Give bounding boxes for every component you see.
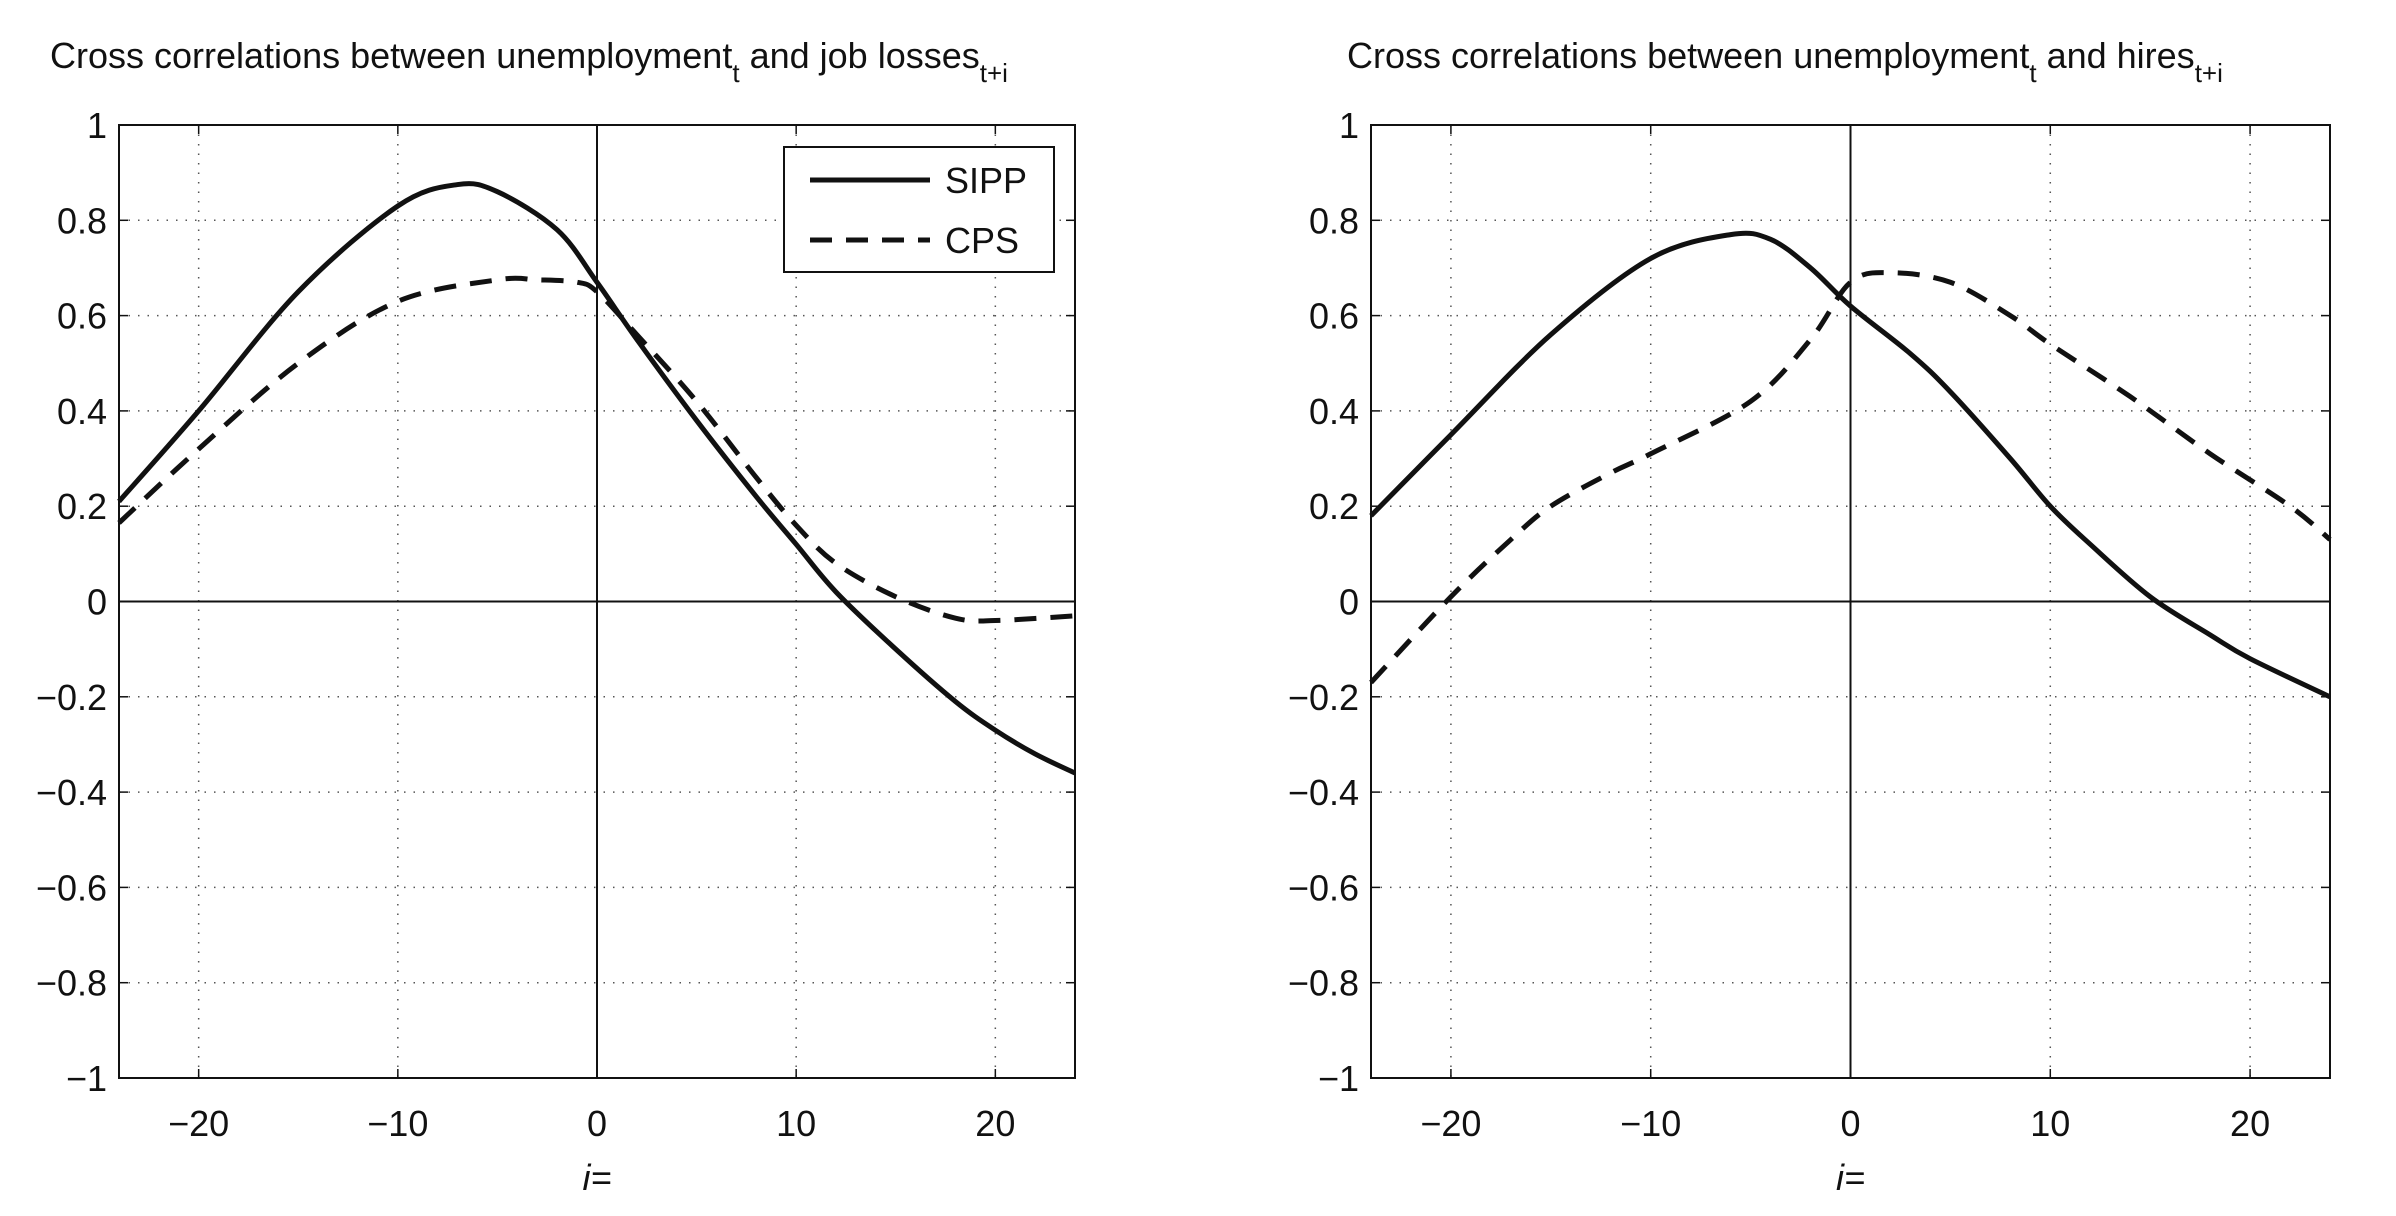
y-tick-label: 1 [1339,105,1359,146]
y-tick-label: −0.4 [36,772,107,813]
x-tick-label: 20 [2230,1103,2270,1144]
series-line-series-0 [1369,230,2332,700]
title-sub2: t+i [2195,58,2223,88]
y-tick-label: 0.6 [57,296,107,337]
x-tick-label: 10 [776,1103,816,1144]
legend-label: CPS [945,220,1019,261]
x-tick-label: −10 [367,1103,428,1144]
series-line-series-1 [1369,270,2332,685]
x-tick-label: 10 [2030,1103,2070,1144]
y-tick-label: 0.8 [1309,200,1359,241]
series-line-sipp [117,181,1077,776]
y-tick-label: 0.8 [57,200,107,241]
title-main: Cross correlations between unemployment [50,35,732,76]
y-tick-label: 0.2 [57,486,107,527]
title-mid: and hires [2037,35,2195,76]
y-tick-label: 0.4 [1309,391,1359,432]
y-tick-label: −0.2 [1288,677,1359,718]
y-tick-label: −0.6 [36,867,107,908]
x-tick-label: −10 [1620,1103,1681,1144]
chart-title: Cross correlations between unemploymentt… [1347,35,2223,88]
title-sub1: t [732,58,740,88]
plot-frame [118,124,1076,1079]
y-tick-label: 0.4 [57,391,107,432]
chart-hires: Cross correlations between unemploymentt… [1288,35,2332,1198]
title-sub2: t+i [980,58,1008,88]
series-line-cps [117,275,1076,624]
y-tick-label: −0.4 [1288,772,1359,813]
legend: SIPP CPS [783,146,1055,273]
y-tick-label: 1 [87,105,107,146]
y-tick-label: 0.2 [1309,486,1359,527]
x-axis-label: i= [582,1157,611,1198]
title-main: Cross correlations between unemployment [1347,35,2029,76]
y-tick-label: −0.6 [1288,867,1359,908]
legend-box [783,146,1055,273]
y-tick-label: 0 [1339,582,1359,623]
x-tick-label: 0 [1840,1103,1860,1144]
y-tick-label: −0.8 [36,963,107,1004]
y-tick-label: −0.8 [1288,963,1359,1004]
chart-title: Cross correlations between unemploymentt… [50,35,1008,88]
chart-job-losses: Cross correlations between unemploymentt… [36,35,1077,1198]
title-mid: and job losses [740,35,980,76]
plot-frame [1370,124,2331,1079]
legend-label: SIPP [945,160,1027,201]
title-sub1: t [2029,58,2037,88]
y-tick-label: 0 [87,582,107,623]
y-tick-label: 0.6 [1309,296,1359,337]
x-axis-label: i= [1836,1157,1865,1198]
x-tick-label: −20 [1420,1103,1481,1144]
y-tick-label: −0.2 [36,677,107,718]
x-tick-label: −20 [168,1103,229,1144]
x-tick-label: 20 [975,1103,1015,1144]
y-tick-label: −1 [1318,1058,1359,1099]
x-tick-label: 0 [587,1103,607,1144]
y-tick-label: −1 [66,1058,107,1099]
